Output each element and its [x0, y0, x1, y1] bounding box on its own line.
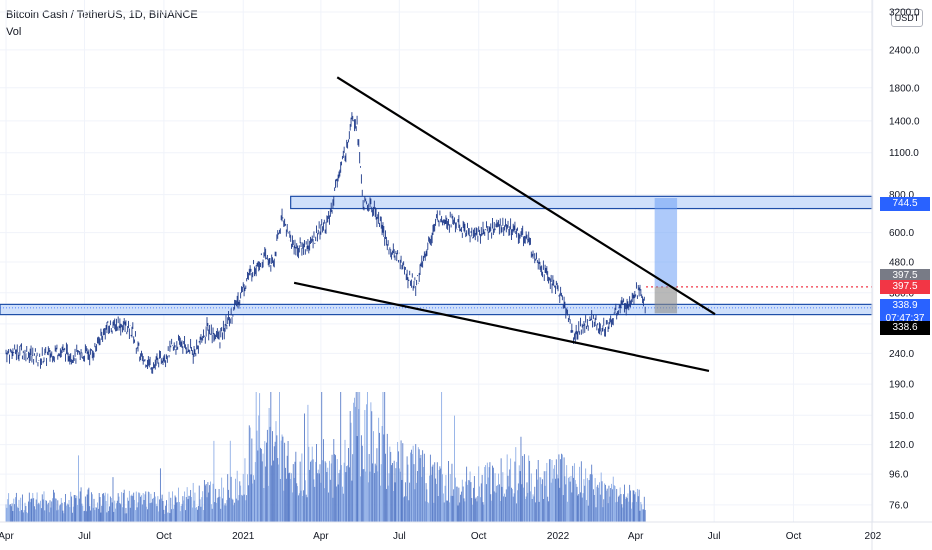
time-tick-label: 2021 — [232, 531, 255, 542]
price-bars — [5, 112, 646, 374]
price-tick-label: 800.0 — [889, 190, 914, 201]
price-tick-label: 480.0 — [889, 257, 914, 268]
stop-box — [654, 286, 678, 314]
time-tick-label: Oct — [471, 531, 487, 542]
time-tick-label: Apr — [628, 531, 644, 542]
price-tick-label: 1100.0 — [889, 148, 919, 159]
time-tick-label: Apr — [313, 531, 329, 542]
price-tick-label: 3200.0 — [889, 7, 920, 18]
price-tick-label: 2400.0 — [889, 45, 920, 56]
time-axis[interactable]: Apr Jul Oct 2021 Apr Jul Oct 2022 Apr Jul Oct 202 — [0, 521, 932, 542]
time-tick-label: Jul — [708, 531, 721, 542]
trendlines[interactable] — [293, 76, 716, 373]
last-price-tag: 338.9 — [880, 298, 930, 313]
price-axis[interactable]: 3200.0 2400.0 1800.0 1400.0 1100.0 800.0 600.0… — [871, 0, 920, 550]
time-tick-label: Jul — [393, 531, 406, 542]
price-tick-label: 600.0 — [889, 228, 914, 239]
price-tick-label: 240.0 — [889, 349, 914, 360]
lower-zone-price-tag: 338.6 — [880, 321, 930, 336]
price-tick-label: 76.0 — [889, 500, 909, 511]
time-tick-label: 202 — [865, 531, 882, 542]
currency-unit-button[interactable]: USDT — [891, 9, 923, 27]
dotted-line-price-tag: 397.5 — [880, 279, 930, 294]
lower-trendline — [293, 281, 710, 373]
price-tick-label: 1400.0 — [889, 116, 920, 127]
price-tick-label: 96.0 — [889, 470, 909, 481]
time-tick-label: Oct — [786, 531, 802, 542]
price-tick-label: 1800.0 — [889, 83, 920, 94]
price-tick-label: 190.0 — [889, 380, 914, 391]
upper-zone-price-tag: 744.5 — [880, 197, 930, 212]
time-tick-label: Jul — [78, 531, 91, 542]
upper-resistance-zone — [290, 195, 873, 210]
time-tick-label: 2022 — [547, 531, 570, 542]
grid — [0, 0, 874, 522]
volume-bars — [5, 392, 646, 522]
target-box — [654, 198, 678, 287]
time-tick-label: Apr — [0, 531, 14, 542]
price-tick-label: 150.0 — [889, 411, 914, 422]
horizontal-zones[interactable] — [0, 195, 873, 316]
price-tick-label: 120.0 — [889, 440, 914, 451]
time-tick-label: Oct — [156, 531, 172, 542]
descending-trendline — [336, 76, 716, 316]
position-boxes[interactable] — [654, 198, 678, 314]
volume-label: Vol — [6, 26, 22, 38]
